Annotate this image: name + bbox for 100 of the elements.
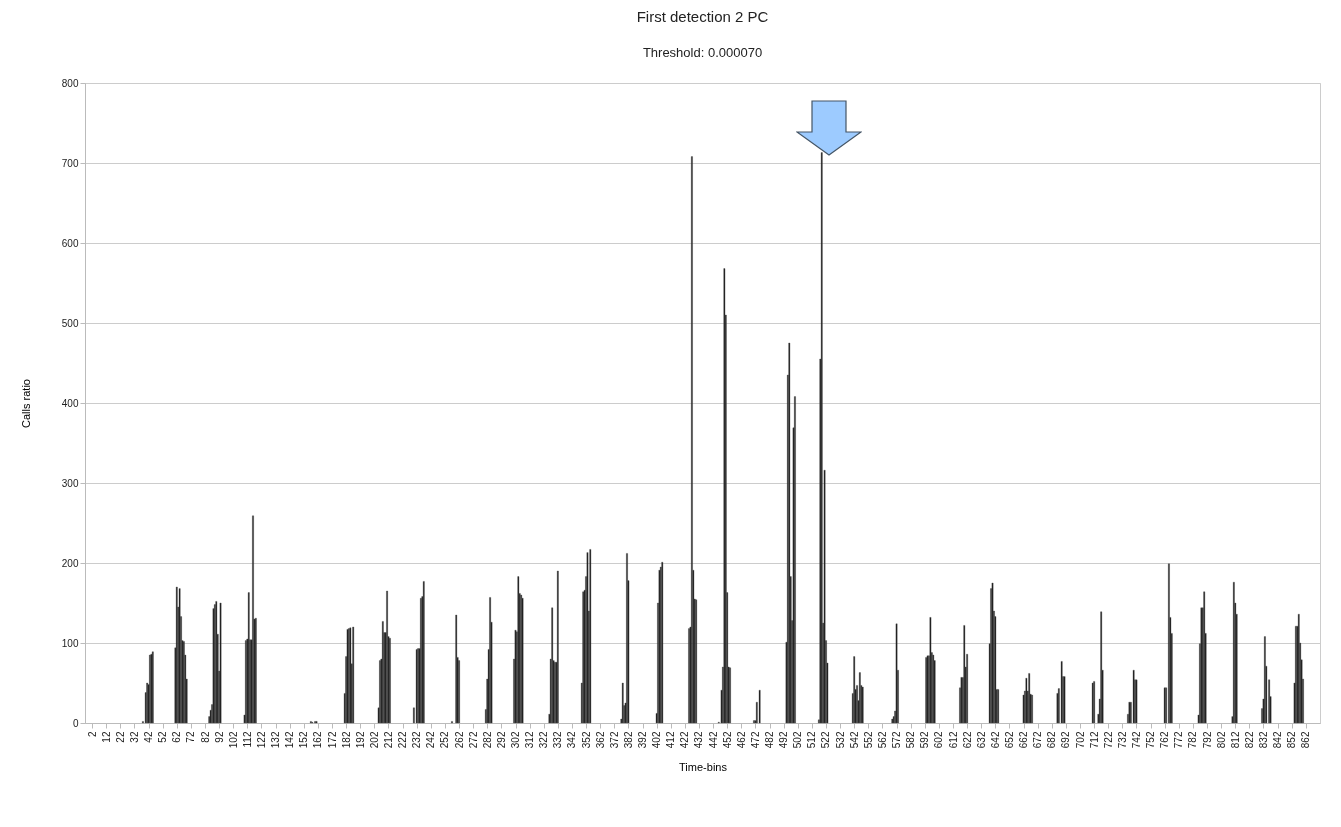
y-axis-title: Calls ratio (19, 379, 32, 428)
x-tick-label: 212 (382, 731, 394, 749)
x-tick-label: 542 (848, 731, 860, 749)
x-tick-label: 842 (1272, 731, 1284, 749)
y-tick-label: 600 (61, 237, 79, 249)
x-tick-label: 452 (721, 731, 733, 749)
x-tick-label: 292 (495, 731, 507, 749)
x-tick-label: 492 (778, 731, 790, 749)
x-tick-label: 702 (1074, 731, 1086, 749)
x-tick-label: 612 (947, 731, 959, 749)
x-tick-label: 732 (1116, 731, 1128, 749)
x-tick-label: 792 (1201, 731, 1213, 749)
chart-title: First detection 2 PC (636, 8, 769, 25)
y-tick-label: 200 (61, 557, 79, 569)
x-tick-label: 532 (834, 731, 846, 749)
x-tick-label: 42 (143, 731, 155, 743)
y-tick-label: 500 (61, 317, 79, 329)
x-tick-label: 812 (1229, 731, 1241, 749)
x-tick-label: 592 (919, 731, 931, 749)
x-tick-label: 422 (679, 731, 691, 749)
x-tick-label: 112 (241, 731, 253, 748)
x-tick-label: 142 (284, 731, 296, 749)
x-tick-label: 252 (439, 731, 451, 749)
x-tick-label: 312 (524, 731, 536, 749)
x-tick-label: 402 (651, 731, 663, 749)
x-tick-label: 2 (86, 731, 98, 738)
y-tick-label: 700 (61, 157, 79, 169)
x-tick-label: 442 (707, 731, 719, 749)
x-tick-label: 652 (1003, 731, 1015, 749)
x-tick-label: 762 (1159, 731, 1171, 749)
x-tick-label: 502 (792, 731, 804, 749)
x-tick-label: 162 (312, 731, 324, 749)
x-tick-label: 522 (820, 731, 832, 749)
x-tick-label: 172 (326, 731, 338, 749)
x-tick-label: 472 (749, 731, 761, 749)
x-tick-label: 332 (552, 731, 564, 749)
x-tick-label: 12 (100, 731, 112, 743)
y-tick-label: 400 (61, 397, 79, 409)
y-tick-label: 300 (61, 477, 79, 489)
x-tick-label: 682 (1046, 731, 1058, 749)
x-tick-label: 192 (354, 731, 366, 749)
x-tick-label: 62 (171, 731, 183, 743)
x-tick-label: 72 (185, 731, 197, 743)
x-tick-label: 232 (411, 731, 423, 749)
x-tick-label: 662 (1018, 731, 1030, 749)
x-tick-label: 82 (199, 731, 211, 743)
x-tick-label: 282 (481, 731, 493, 749)
x-tick-label: 222 (397, 731, 409, 749)
x-tick-label: 512 (806, 731, 818, 749)
x-tick-label: 242 (425, 731, 437, 749)
x-tick-label: 412 (665, 731, 677, 749)
x-tick-label: 752 (1145, 731, 1157, 749)
x-tick-label: 822 (1243, 731, 1255, 749)
x-tick-label: 742 (1130, 731, 1142, 749)
x-tick-label: 772 (1173, 731, 1185, 749)
x-tick-label: 392 (637, 731, 649, 749)
x-tick-label: 22 (114, 731, 126, 743)
x-tick-label: 122 (255, 731, 267, 749)
x-tick-label: 302 (510, 731, 521, 749)
x-tick-label: 132 (270, 731, 282, 749)
x-tick-label: 632 (975, 731, 987, 749)
x-tick-label: 562 (876, 731, 888, 749)
x-tick-label: 642 (989, 731, 1001, 749)
x-tick-label: 152 (298, 731, 310, 749)
y-tick-label: 100 (61, 637, 79, 649)
x-tick-label: 552 (862, 731, 874, 749)
y-tick-label: 800 (61, 77, 79, 89)
x-tick-label: 352 (580, 731, 592, 749)
x-tick-label: 342 (566, 731, 578, 749)
x-tick-label: 622 (961, 731, 973, 749)
x-tick-label: 432 (693, 731, 705, 749)
x-tick-label: 802 (1215, 731, 1227, 749)
x-tick-label: 52 (157, 731, 169, 743)
x-tick-label: 202 (368, 731, 380, 749)
x-tick-label: 362 (594, 731, 606, 749)
x-tick-label: 572 (891, 731, 903, 749)
x-tick-label: 182 (340, 731, 352, 749)
x-tick-label: 672 (1032, 731, 1044, 749)
x-tick-label: 462 (735, 731, 747, 749)
x-tick-label: 862 (1300, 731, 1312, 749)
x-tick-label: 322 (538, 731, 550, 749)
x-tick-label: 692 (1060, 731, 1072, 749)
x-tick-label: 382 (622, 731, 634, 749)
x-tick-label: 712 (1088, 731, 1100, 749)
chart-subtitle: Threshold: 0.000070 (642, 45, 763, 60)
x-tick-label: 262 (453, 731, 465, 749)
x-axis-title: Time-bins (679, 761, 728, 774)
y-tick-label: 0 (72, 717, 79, 729)
x-tick-label: 852 (1286, 731, 1298, 749)
x-tick-label: 602 (933, 731, 945, 749)
x-tick-label: 482 (764, 731, 776, 749)
x-tick-label: 102 (227, 731, 239, 749)
x-tick-label: 722 (1102, 731, 1114, 749)
x-tick-label: 92 (213, 731, 225, 743)
x-tick-label: 32 (128, 731, 140, 743)
x-tick-label: 272 (467, 731, 479, 749)
x-tick-label: 832 (1257, 731, 1269, 749)
x-tick-label: 582 (905, 731, 917, 749)
x-tick-label: 372 (608, 731, 620, 749)
x-tick-label: 782 (1187, 731, 1199, 749)
